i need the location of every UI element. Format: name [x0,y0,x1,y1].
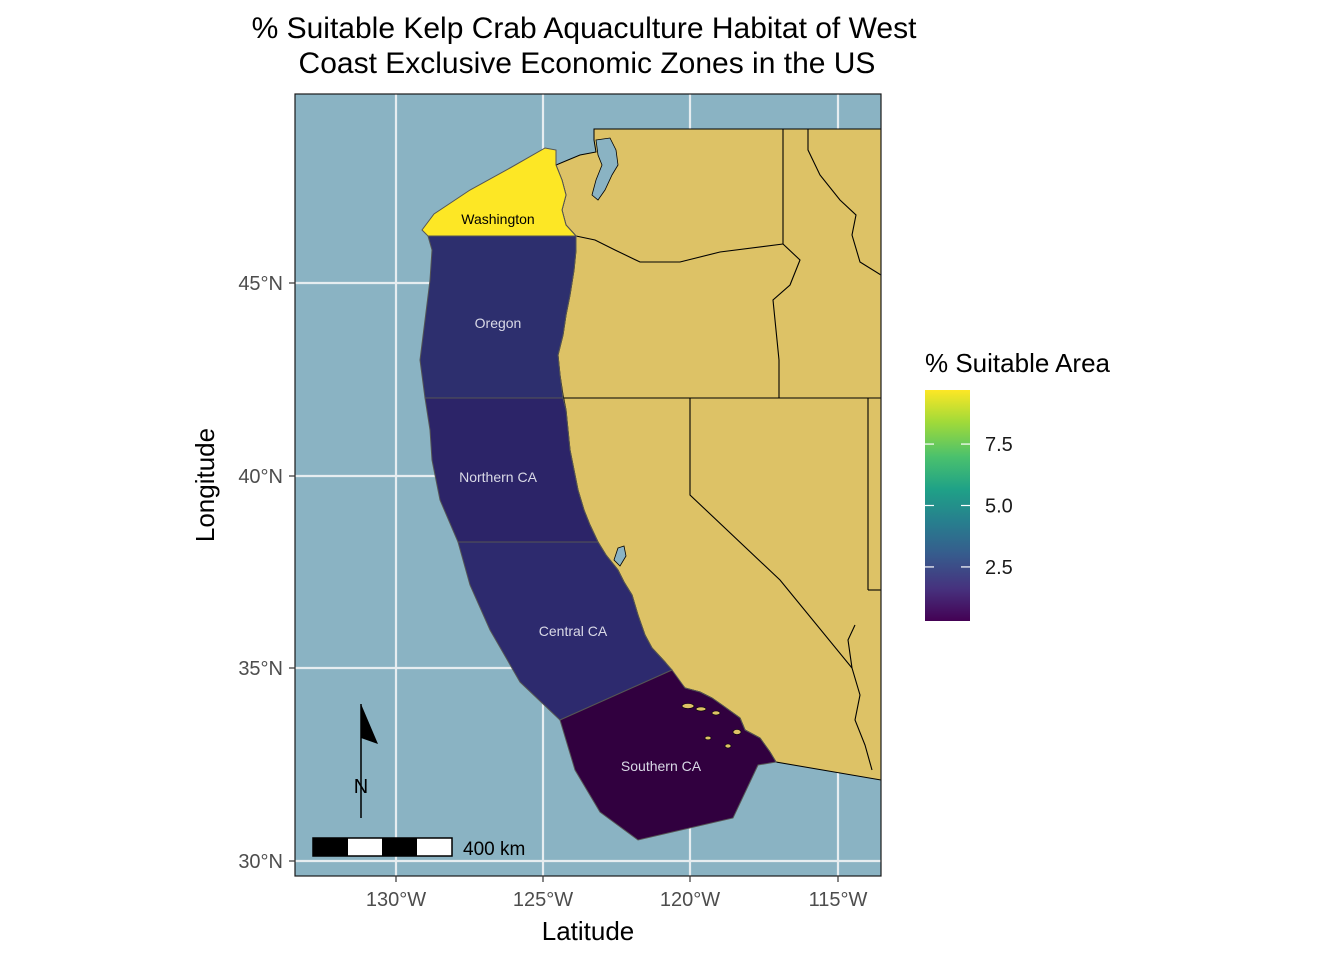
y-axis-title: Longitude [190,428,220,542]
legend-title: % Suitable Area [925,348,1111,378]
region-label-central-ca: Central CA [539,623,608,639]
panel-border [294,93,882,877]
map-title-line-2: Coast Exclusive Economic Zones in the US [299,47,876,80]
eez-region-oregon [419,235,577,399]
eez-region-northern-ca [424,397,599,543]
color-legend: % Suitable Area 7.5 5.0 2.5 [925,348,1111,621]
channel-islands [681,703,742,749]
legend-tick-label: 5.0 [985,496,1013,518]
eez-region-washington [421,147,578,237]
x-tick-label: 115°W [809,889,868,911]
north-arrow-label: N [354,776,368,798]
san-francisco-bay [613,545,627,567]
region-label-oregon: Oregon [475,315,522,331]
y-tick-label: 45°N [238,273,283,295]
y-tick-label: 30°N [238,851,283,873]
region-label-northern-ca: Northern CA [459,469,537,485]
scale-bar-label: 400 km [463,839,525,860]
x-tick-label: 130°W [366,889,426,911]
y-axis [289,282,295,862]
north-arrow: N [354,704,378,818]
eez-region-central-ca [457,541,673,721]
map-title-line-1: % Suitable Kelp Crab Aquaculture Habitat… [252,12,917,45]
eez-region-southern-ca [559,669,777,841]
x-tick-label: 125°W [513,889,573,911]
region-label-southern-ca: Southern CA [621,758,702,774]
y-tick-label: 40°N [238,466,283,488]
state-borders [563,129,881,771]
x-tick-label: 120°W [660,889,720,911]
legend-tick-label: 7.5 [985,434,1013,456]
region-label-washington: Washington [461,211,534,227]
y-tick-label: 35°N [238,658,283,680]
x-axis [395,876,839,882]
legend-tick-label: 2.5 [985,557,1013,579]
puget-sound [591,137,619,201]
x-axis-title: Latitude [542,916,635,946]
scale-bar: 400 km [312,837,525,860]
